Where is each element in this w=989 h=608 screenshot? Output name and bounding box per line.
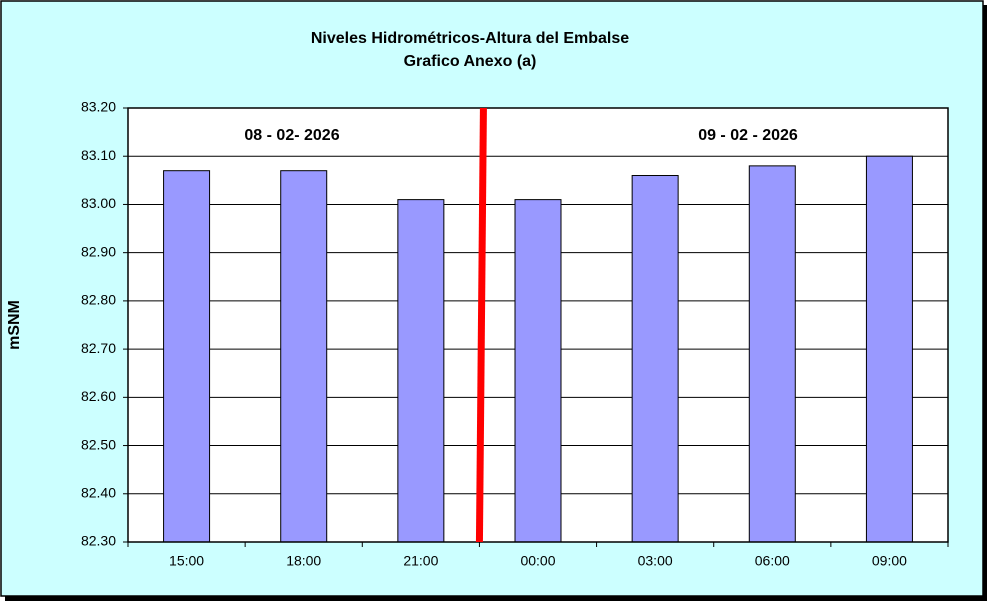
y-tick-label: 82.50 (81, 436, 116, 452)
bar (631, 175, 679, 543)
bar (397, 199, 445, 543)
bar (865, 155, 913, 543)
bar (514, 199, 562, 543)
y-tick-label: 82.40 (81, 484, 116, 500)
x-tick-label: 09:00 (872, 553, 907, 569)
y-tick-label: 82.90 (81, 243, 116, 259)
y-axis-label: mSNM (6, 300, 23, 350)
y-tick-label: 82.60 (81, 388, 116, 404)
x-tick-label: 06:00 (755, 553, 790, 569)
plot-border (127, 107, 949, 543)
y-tick-label: 83.00 (81, 195, 116, 211)
bar (280, 170, 328, 543)
chart-subtitle: Grafico Anexo (a) (404, 53, 537, 70)
bar (163, 170, 211, 543)
y-tick-label: 83.20 (81, 99, 116, 115)
x-tick-label: 15:00 (169, 553, 204, 569)
chart-title: Niveles Hidrométricos-Altura del Embalse (311, 30, 629, 47)
y-tick-label: 82.30 (81, 533, 116, 549)
annotation: 09 - 02 - 2026 (698, 127, 798, 144)
x-tick-label: 21:00 (403, 553, 438, 569)
x-tick-label: 03:00 (638, 553, 673, 569)
date-separator (475, 107, 487, 543)
x-tick-label: 00:00 (520, 553, 555, 569)
y-tick-label: 83.10 (81, 147, 116, 163)
annotation: 08 - 02- 2026 (244, 127, 339, 144)
y-tick-label: 82.80 (81, 292, 116, 308)
x-tick-label: 18:00 (286, 553, 321, 569)
y-tick-label: 82.70 (81, 340, 116, 356)
bar (748, 165, 796, 543)
